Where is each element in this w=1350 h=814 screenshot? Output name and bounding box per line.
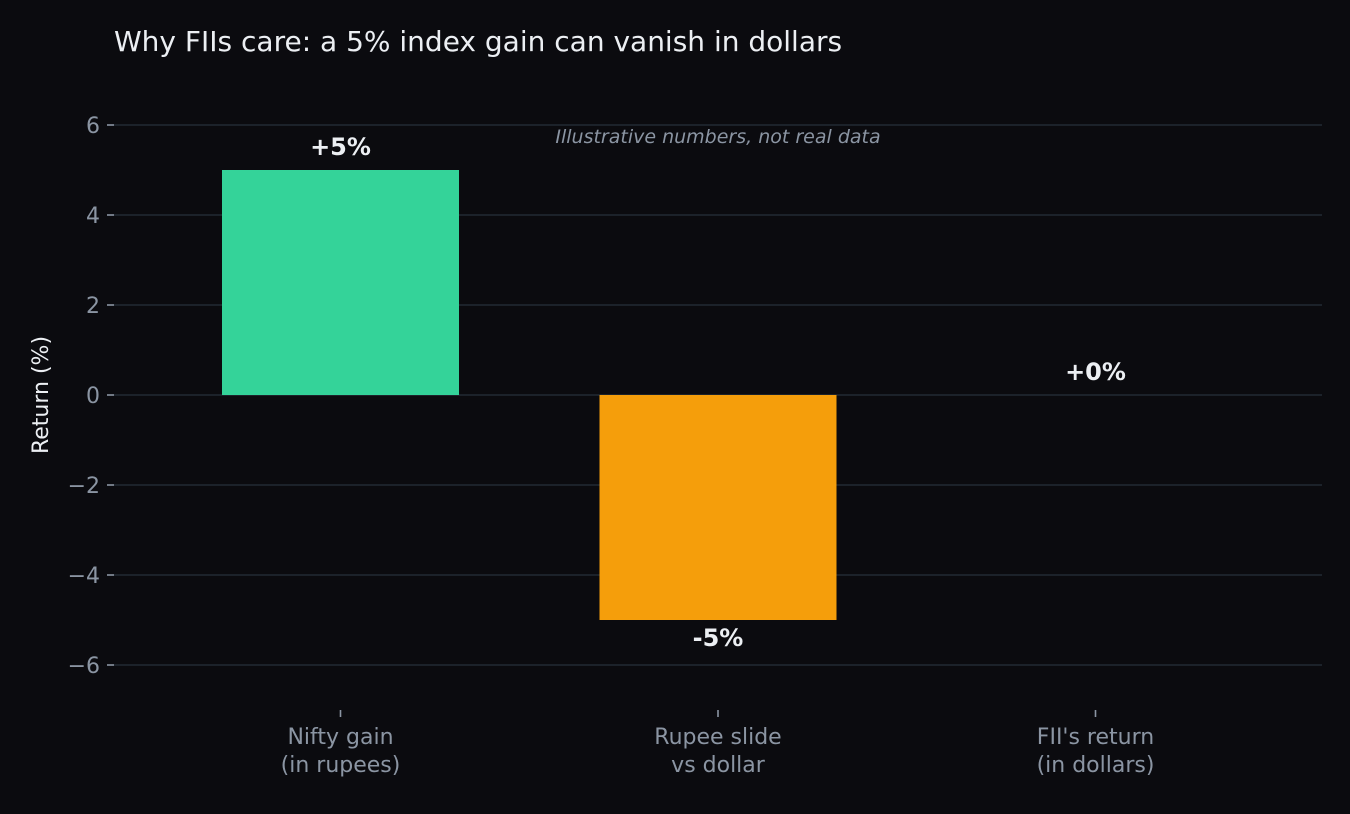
data-label: +5% <box>310 133 371 161</box>
bar <box>599 395 837 620</box>
x-tick-label-line: Rupee slide <box>654 725 781 750</box>
x-tick-label-line: FII's return <box>1037 725 1154 750</box>
x-tick-label: Nifty gain (in rupees) <box>281 725 401 778</box>
x-tick-label-line: (in rupees) <box>281 753 401 778</box>
x-tick-label: FII's return (in dollars) <box>1037 725 1155 778</box>
chart-title: Why FIIs care: a 5% index gain can vanis… <box>114 25 842 58</box>
y-tick-label: −4 <box>68 564 100 589</box>
chart-annotation: Illustrative numbers, not real data <box>555 126 880 148</box>
y-tick-label: 6 <box>86 114 100 139</box>
labels-layer: +5% Nifty gain (in rupees) -5% Rupee slide vs… <box>281 133 1155 778</box>
bar <box>222 170 459 395</box>
x-tick-label: Rupee slide vs dollar <box>654 725 781 778</box>
x-tick-label-line: vs dollar <box>671 753 766 778</box>
bars-layer <box>222 170 837 620</box>
y-tick-label: −2 <box>68 474 100 499</box>
y-tick-label: 4 <box>86 204 100 229</box>
y-tick-label: −6 <box>68 654 100 679</box>
y-tick-label: 2 <box>86 294 100 319</box>
data-label: +0% <box>1065 358 1126 386</box>
data-label: -5% <box>693 624 744 652</box>
x-tick-label-line: (in dollars) <box>1037 753 1155 778</box>
y-tick-label: 0 <box>86 384 100 409</box>
y-axis-label: Return (%) <box>29 336 54 454</box>
x-tick-label-line: Nifty gain <box>287 725 393 750</box>
